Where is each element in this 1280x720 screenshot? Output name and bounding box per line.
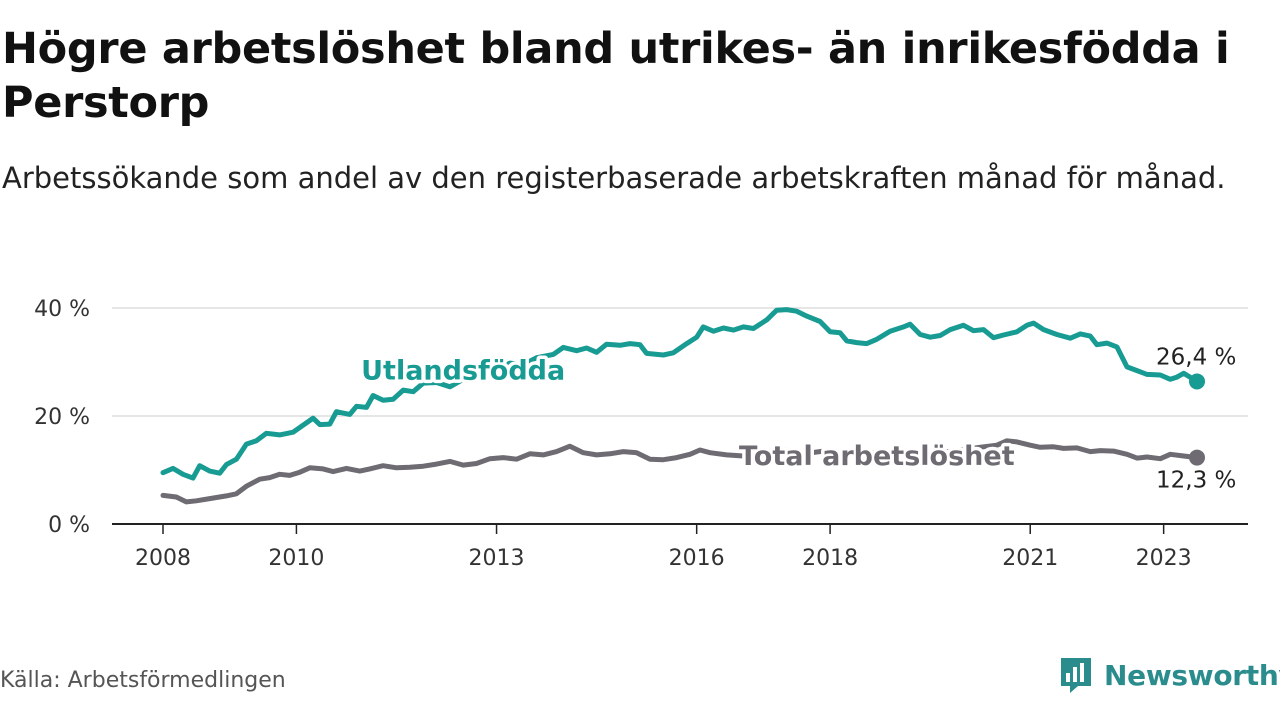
series-name-label: Utlandsfödda	[361, 356, 565, 387]
y-axis-ticks: 0 % 20 % 40 %	[34, 297, 90, 538]
x-tick-label: 2021	[1002, 546, 1058, 571]
brand-name: Newsworthy	[1104, 658, 1280, 692]
series-end-value: 26,4 %	[1156, 344, 1236, 370]
y-tick-label: 0 %	[48, 513, 90, 538]
chart-title: Högre arbetslöshet bland utrikes- än inr…	[2, 24, 1230, 128]
series-line-utlandsfodda	[160, 307, 1200, 481]
x-tick-label: 2010	[268, 546, 324, 571]
series-end-value: 12,3 %	[1156, 468, 1236, 494]
gridlines	[112, 307, 1248, 417]
newsworthy-logo-icon	[1061, 658, 1091, 693]
series-name-label: Total arbetslöshet	[739, 441, 1015, 472]
x-tick-label: 2018	[802, 546, 858, 571]
series-line-total	[160, 438, 1200, 505]
x-axis: 2008 2010 2013 2016 2018 2021 2023	[112, 523, 1248, 571]
source-note: Källa: Arbetsförmedlingen	[0, 668, 286, 693]
x-tick-label: 2023	[1136, 546, 1192, 571]
x-tick-label: 2013	[469, 546, 525, 571]
chart-subtitle: Arbetssökande som andel av den registerb…	[2, 161, 1226, 195]
line-chart: 0 % 20 % 40 % 2008 2010 2013 2016 2018 2021 2023…	[34, 297, 1248, 571]
x-tick-label: 2008	[135, 546, 191, 571]
x-tick-label: 2016	[669, 546, 725, 571]
series-end-marker	[1189, 373, 1205, 390]
series-lines	[160, 307, 1205, 505]
y-tick-label: 20 %	[34, 405, 90, 430]
y-tick-label: 40 %	[34, 297, 90, 322]
brand-logo: Newsworthy	[1058, 655, 1280, 695]
series-labels: 26,4 % 12,3 % Utlandsfödda Total arbetslösh…	[358, 344, 1237, 494]
series-end-marker	[1189, 449, 1205, 466]
